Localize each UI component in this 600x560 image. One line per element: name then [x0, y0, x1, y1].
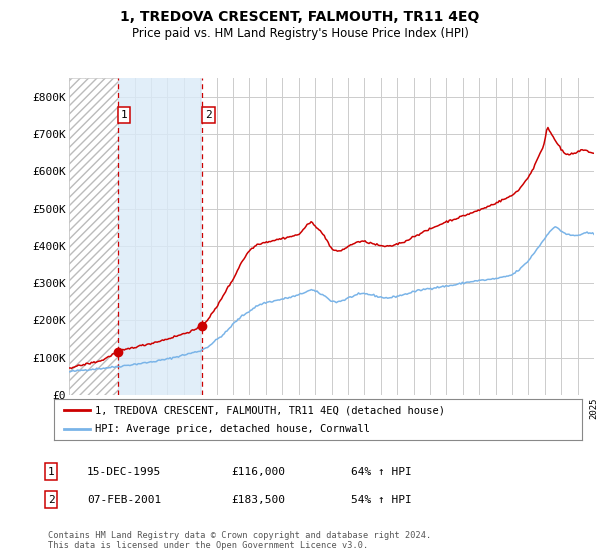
Text: Contains HM Land Registry data © Crown copyright and database right 2024.
This d: Contains HM Land Registry data © Crown c…: [48, 531, 431, 550]
Text: 15-DEC-1995: 15-DEC-1995: [87, 466, 161, 477]
Text: 1, TREDOVA CRESCENT, FALMOUTH, TR11 4EQ: 1, TREDOVA CRESCENT, FALMOUTH, TR11 4EQ: [121, 10, 479, 24]
Text: £116,000: £116,000: [231, 466, 285, 477]
Text: 2: 2: [47, 494, 55, 505]
Text: Price paid vs. HM Land Registry's House Price Index (HPI): Price paid vs. HM Land Registry's House …: [131, 27, 469, 40]
Text: 07-FEB-2001: 07-FEB-2001: [87, 494, 161, 505]
Text: 64% ↑ HPI: 64% ↑ HPI: [351, 466, 412, 477]
Text: HPI: Average price, detached house, Cornwall: HPI: Average price, detached house, Corn…: [95, 424, 370, 433]
Text: 1, TREDOVA CRESCENT, FALMOUTH, TR11 4EQ (detached house): 1, TREDOVA CRESCENT, FALMOUTH, TR11 4EQ …: [95, 405, 445, 415]
Bar: [69, 78, 118, 395]
Text: £183,500: £183,500: [231, 494, 285, 505]
Text: 1: 1: [47, 466, 55, 477]
Text: 1: 1: [121, 110, 128, 120]
Bar: [118, 78, 202, 395]
Text: 54% ↑ HPI: 54% ↑ HPI: [351, 494, 412, 505]
Text: 2: 2: [205, 110, 212, 120]
